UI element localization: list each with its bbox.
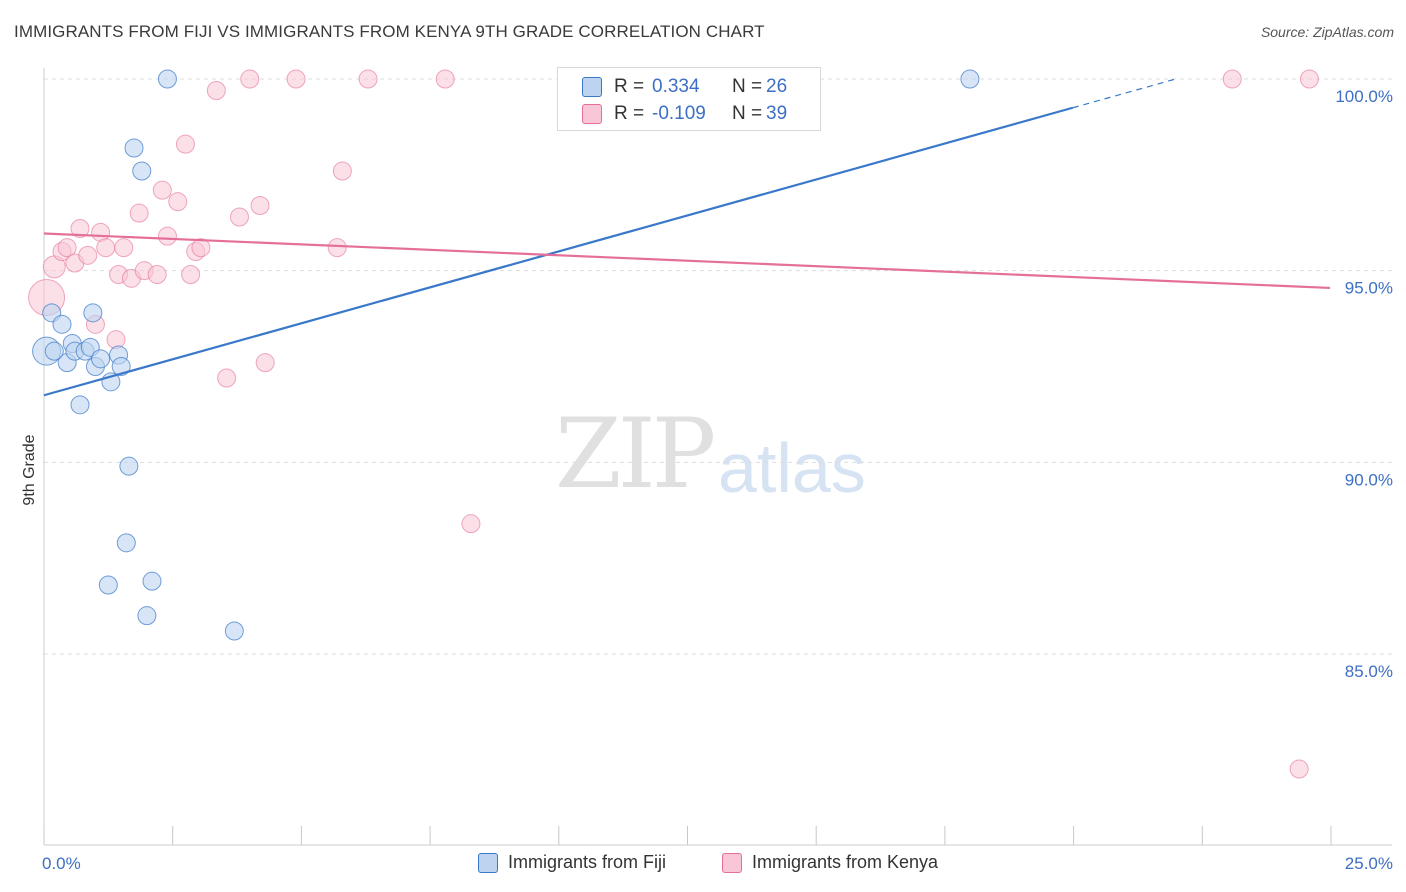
bottom-legend-fiji: Immigrants from Fiji [478,852,666,873]
legend-r-value-kenya: -0.109 [652,103,706,124]
y-axis-title: 9th Grade [21,434,38,505]
correlation-legend: R = 0.334 N = 26 R = -0.109 N = 39 [557,67,821,131]
watermark-atlas: atlas [718,429,866,507]
legend-row-kenya: R = -0.109 N = 39 [582,101,787,127]
x-tick-label-min: 0.0% [42,854,81,873]
data-point-kenya [1222,69,1242,89]
legend-swatch-fiji [582,77,602,97]
data-point-fiji [116,533,136,553]
y-tick-label: 100.0% [1335,87,1393,106]
legend-n-label: N = [732,76,763,97]
trend-lines [43,78,1331,397]
data-point-kenya [114,238,134,258]
legend-r-label: R = [614,76,645,97]
y-tick-label: 95.0% [1345,279,1393,298]
bottom-legend-swatch-kenya [722,852,742,873]
bottom-legend-swatch-fiji [478,852,498,873]
x-tick-label-max: 25.0% [1345,854,1393,873]
data-point-kenya [461,514,481,534]
legend-n-value-fiji: 26 [766,76,788,97]
data-point-kenya [332,161,352,181]
chart-title: IMMIGRANTS FROM FIJI VS IMMIGRANTS FROM … [14,22,765,41]
data-point-kenya [217,368,237,388]
legend-row-fiji: R = 0.334 N = 26 [582,74,787,100]
data-point-kenya [147,265,167,284]
source-credit: Source: ZipAtlas.com [1260,24,1394,40]
data-point-kenya [78,245,98,265]
data-point-fiji [124,138,144,158]
data-point-kenya [435,69,455,89]
bottom-legend-label-fiji: Immigrants from Fiji [508,852,667,872]
data-point-kenya [175,134,195,154]
trendline-kenya [43,232,1331,290]
axes [43,68,1392,846]
grid-lines [44,78,1394,655]
legend-r-label: R = [614,103,645,124]
data-point-kenya [129,203,149,223]
data-point-fiji [224,621,244,641]
data-point-fiji [98,575,118,595]
legend-n-value-kenya: 39 [766,103,788,124]
legend-r-value-fiji: 0.334 [652,76,700,97]
data-point-kenya [157,226,177,246]
trendline-fiji-extension [1072,78,1176,109]
data-point-fiji [142,571,162,591]
data-point-fiji [157,69,177,89]
y-tick-label: 85.0% [1345,662,1393,681]
y-tick-label: 90.0% [1345,470,1393,489]
data-point-fiji [960,69,980,89]
data-point-kenya [229,207,249,227]
data-point-fiji [91,349,111,369]
data-point-kenya [255,353,275,373]
data-point-kenya [57,238,77,258]
data-point-kenya [96,238,116,258]
legend-swatch-kenya [582,104,602,124]
data-point-kenya [240,69,260,89]
data-point-fiji [44,341,64,361]
series-fiji [32,69,980,641]
data-point-fiji [52,314,72,334]
series-kenya [28,69,1319,779]
data-point-kenya [1289,759,1309,779]
data-point-kenya [191,238,211,258]
data-point-fiji [137,606,157,626]
data-point-kenya [1299,69,1319,89]
data-point-fiji [132,161,152,181]
data-point-kenya [168,192,188,212]
data-point-kenya [181,265,201,284]
data-point-kenya [152,180,172,200]
data-point-kenya [206,81,226,100]
legend-n-label: N = [732,103,763,124]
bottom-legend-label-kenya: Immigrants from Kenya [752,852,939,872]
data-point-fiji [111,357,131,376]
data-point-kenya [70,219,90,238]
data-point-fiji [83,303,103,323]
watermark-zip: ZIP [555,398,716,510]
trendline-fiji [43,106,1074,397]
data-point-kenya [250,196,270,215]
data-point-fiji [119,456,139,476]
data-point-kenya [286,69,306,89]
data-point-kenya [327,238,347,258]
data-point-fiji [70,395,90,415]
bottom-legend-kenya: Immigrants from Kenya [722,852,938,873]
tick-labels: 85.0% 90.0% 95.0% 100.0% 0.0% 25.0% [42,87,1393,873]
data-point-kenya [358,69,378,89]
